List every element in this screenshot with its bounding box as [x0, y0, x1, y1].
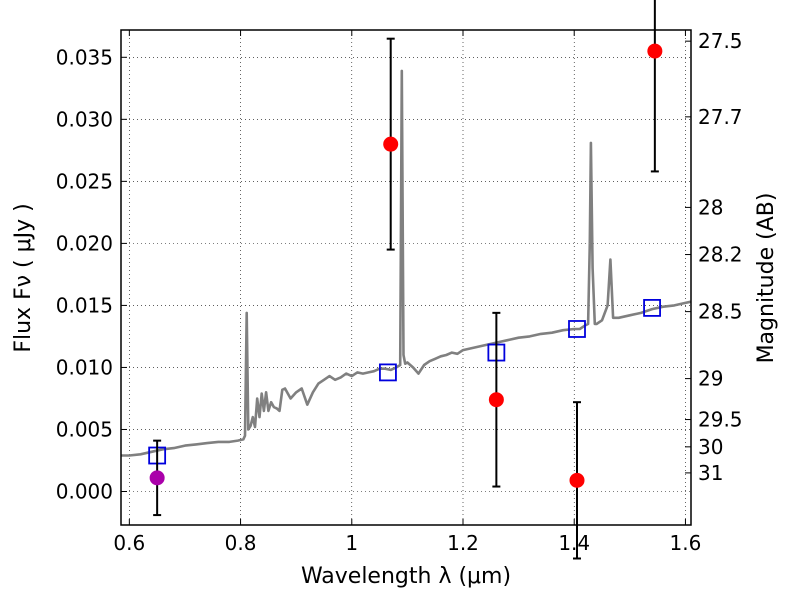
- y-tick-label: 0.030: [56, 107, 113, 131]
- magnitude-tick-label: 29: [698, 367, 723, 391]
- model-flux-square: [568, 320, 586, 338]
- magnitude-tick-label: 27.5: [698, 29, 743, 53]
- y-tick-label: 0.000: [56, 480, 113, 504]
- y-tick-label: 0.020: [56, 231, 113, 255]
- spectrum-line: [121, 69, 692, 457]
- x-tick-label: 1.2: [447, 531, 479, 555]
- magnitude-axis-label: Magnitude (AB): [754, 193, 779, 364]
- magnitude-tick-label: 28: [698, 195, 723, 219]
- series-layer: [121, 0, 692, 560]
- magnitude-tick-label: 27.7: [698, 105, 743, 129]
- magnitude-tick-label: 28.2: [698, 243, 743, 267]
- grid: [121, 30, 691, 525]
- observed-flux-point: [383, 136, 399, 152]
- observed-flux-point: [569, 472, 585, 488]
- ticks: 0.6 0.8 1 1.2 1.4 1.6 0.000 0.005 0.010 0.015 0.02…: [56, 29, 743, 555]
- y-axis-label: Flux Fν ( μJy ): [11, 203, 36, 352]
- y-tick-label: 0.025: [56, 169, 113, 193]
- magnitude-tick-label: 28.5: [698, 300, 743, 324]
- x-tick-label: 1.4: [558, 531, 590, 555]
- observed-flux-point: [647, 43, 663, 59]
- model-flux-square: [379, 363, 397, 382]
- plot-frame: [120, 29, 692, 526]
- model-flux-square: [643, 298, 661, 317]
- x-tick-label: 0.6: [113, 531, 145, 555]
- magnitude-tick-label: 30: [698, 435, 723, 459]
- y-tick-label: 0.005: [56, 417, 113, 441]
- magnitude-tick-label: 31: [698, 461, 723, 485]
- x-tick-label: 1: [345, 531, 358, 555]
- y-tick-label: 0.010: [56, 355, 113, 379]
- x-tick-label: 0.8: [225, 531, 257, 555]
- observed-flux-point: [149, 470, 165, 486]
- observed-flux-point: [488, 392, 504, 408]
- x-axis-label: Wavelength λ (μm): [301, 564, 511, 589]
- y-tick-label: 0.015: [56, 293, 113, 317]
- magnitude-tick-label: 29.5: [698, 408, 743, 432]
- y-tick-label: 0.035: [56, 45, 113, 69]
- x-tick-label: 1.6: [670, 531, 702, 555]
